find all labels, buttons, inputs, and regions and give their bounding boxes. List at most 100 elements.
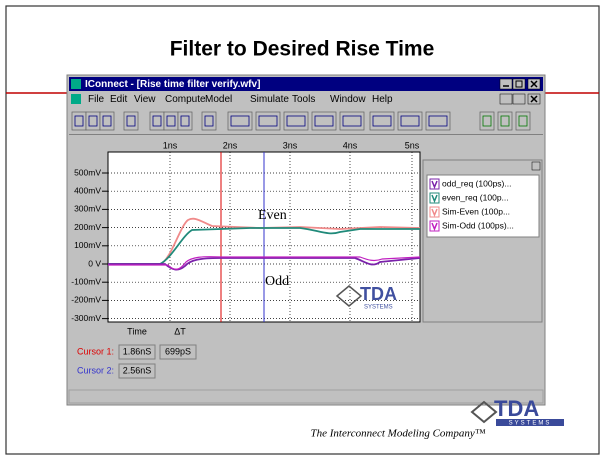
toolbar-button[interactable] (123, 111, 139, 131)
toolbar-icon[interactable] (400, 115, 420, 127)
legend-label: Sim-Even (100p... (442, 206, 510, 216)
legend-label: odd_req (100ps)... (442, 178, 511, 188)
y-axis-label: -200mV (71, 295, 101, 305)
cursor-field (118, 363, 156, 379)
legend-swatch (429, 178, 440, 190)
cursor-time: 1.86nS (123, 346, 152, 356)
y-axis-label: 500mV (74, 167, 101, 177)
mdi-buttons[interactable] (499, 93, 541, 105)
toolbar-icon[interactable] (126, 115, 136, 127)
x-axis-label: 4ns (343, 140, 358, 150)
toolbar-icon[interactable] (500, 115, 510, 127)
cursor-field (159, 344, 197, 360)
toolbar-icon[interactable] (372, 115, 392, 127)
toolbar-button[interactable] (255, 111, 281, 131)
logo-text: TDA (494, 396, 539, 421)
toolbar-button[interactable] (201, 111, 217, 131)
status-bar (68, 389, 544, 404)
toolbar-button[interactable] (425, 111, 451, 131)
toolbar-button[interactable] (163, 111, 179, 131)
toolbar-button[interactable] (515, 111, 531, 131)
annotation-even: Even (258, 208, 287, 223)
menu-item[interactable]: View (134, 94, 156, 105)
menu-item[interactable]: Help (372, 94, 393, 105)
toolbar-button[interactable] (177, 111, 193, 131)
toolbar-icon[interactable] (180, 115, 190, 127)
toolbar-icon[interactable] (74, 115, 84, 127)
menu-item[interactable]: Model (205, 94, 232, 105)
toolbar-button[interactable] (99, 111, 115, 131)
menu-item[interactable]: Simulate (250, 94, 289, 105)
legend-close[interactable] (531, 161, 541, 171)
legend: odd_req (100ps)... even_req (100p... Sim-E… (429, 178, 514, 232)
toolbar-button[interactable] (397, 111, 423, 131)
legend-box (426, 174, 540, 238)
toolbar-button[interactable] (339, 111, 365, 131)
toolbar-divider (69, 134, 543, 135)
menu-bar: File Edit View Compute Model Simulate Tools Win… (71, 94, 393, 105)
cursor-header: ΔT (174, 326, 186, 336)
toolbar[interactable] (71, 111, 531, 131)
y-axis-label: 200mV (74, 222, 101, 232)
cursor-delta: 699pS (165, 346, 191, 356)
y-axis-label: 100mV (74, 240, 101, 250)
waveforms (108, 217, 421, 271)
toolbar-icon[interactable] (258, 115, 278, 127)
window-title: IConnect - [Rise time filter verify.wfv] (85, 79, 260, 90)
toolbar-icon[interactable] (482, 115, 492, 127)
toolbar-button[interactable] (311, 111, 337, 131)
legend-swatch (429, 206, 440, 218)
toolbar-icon[interactable] (152, 115, 162, 127)
toolbar-button[interactable] (71, 111, 87, 131)
toolbar-icon[interactable] (230, 115, 250, 127)
menu-item[interactable]: Tools (292, 94, 315, 105)
menu-item[interactable]: Edit (110, 94, 127, 105)
toolbar-button[interactable] (369, 111, 395, 131)
app-icon (71, 79, 81, 89)
window-buttons[interactable] (499, 78, 541, 90)
cursor-label: Cursor 2: (77, 365, 114, 375)
title-bar (69, 77, 543, 91)
toolbar-button[interactable] (85, 111, 101, 131)
toolbar-button[interactable] (227, 111, 253, 131)
toolbar-icon[interactable] (518, 115, 528, 127)
annotation-odd: Odd (265, 274, 289, 289)
footer-logo: TDA SYSTEMS (470, 396, 564, 427)
toolbar-button[interactable] (497, 111, 513, 131)
toolbar-icon[interactable] (428, 115, 448, 127)
footer-text: The Interconnect Modeling Company™ (310, 428, 485, 440)
toolbar-icon[interactable] (314, 115, 334, 127)
legend-label: Sim-Odd (100ps)... (442, 220, 514, 230)
y-axis-label: -100mV (71, 276, 101, 286)
x-axis-label: 2ns (223, 140, 238, 150)
toolbar-icon[interactable] (286, 115, 306, 127)
toolbar-icon[interactable] (88, 115, 98, 127)
cursor-field (118, 344, 156, 360)
cursor-time: 2.56nS (123, 365, 152, 375)
menu-item[interactable]: Window (330, 94, 366, 105)
toolbar-icon[interactable] (102, 115, 112, 127)
legend-label: even_req (100p... (442, 192, 509, 202)
menu-item[interactable]: File (88, 94, 105, 105)
plot-watermark: TDA SYSTEMS (335, 284, 397, 311)
x-axis-label: 5ns (405, 140, 420, 150)
menu-item[interactable]: Compute (165, 94, 206, 105)
logo-sub: SYSTEMS (509, 421, 552, 427)
toolbar-button[interactable] (479, 111, 495, 131)
toolbar-button[interactable] (283, 111, 309, 131)
legend-swatch (429, 220, 440, 232)
y-axis-label: 300mV (74, 204, 101, 214)
x-axis-label: 3ns (283, 140, 298, 150)
cursor-panel: Time ΔT Cursor 1: 1.86nS 699pS Cursor 2: 2.56n… (77, 326, 197, 379)
cursor-header: Time (127, 326, 147, 336)
toolbar-icon[interactable] (166, 115, 176, 127)
toolbar-button[interactable] (149, 111, 165, 131)
toolbar-icon[interactable] (204, 115, 214, 127)
slide-title: Filter to Desired Rise Time (170, 38, 435, 61)
x-axis-label: 1ns (163, 140, 178, 150)
cursor-label: Cursor 1: (77, 346, 114, 356)
toolbar-icon[interactable] (342, 115, 362, 127)
y-axis-label: 400mV (74, 185, 101, 195)
y-axis-label: -300mV (71, 313, 101, 323)
